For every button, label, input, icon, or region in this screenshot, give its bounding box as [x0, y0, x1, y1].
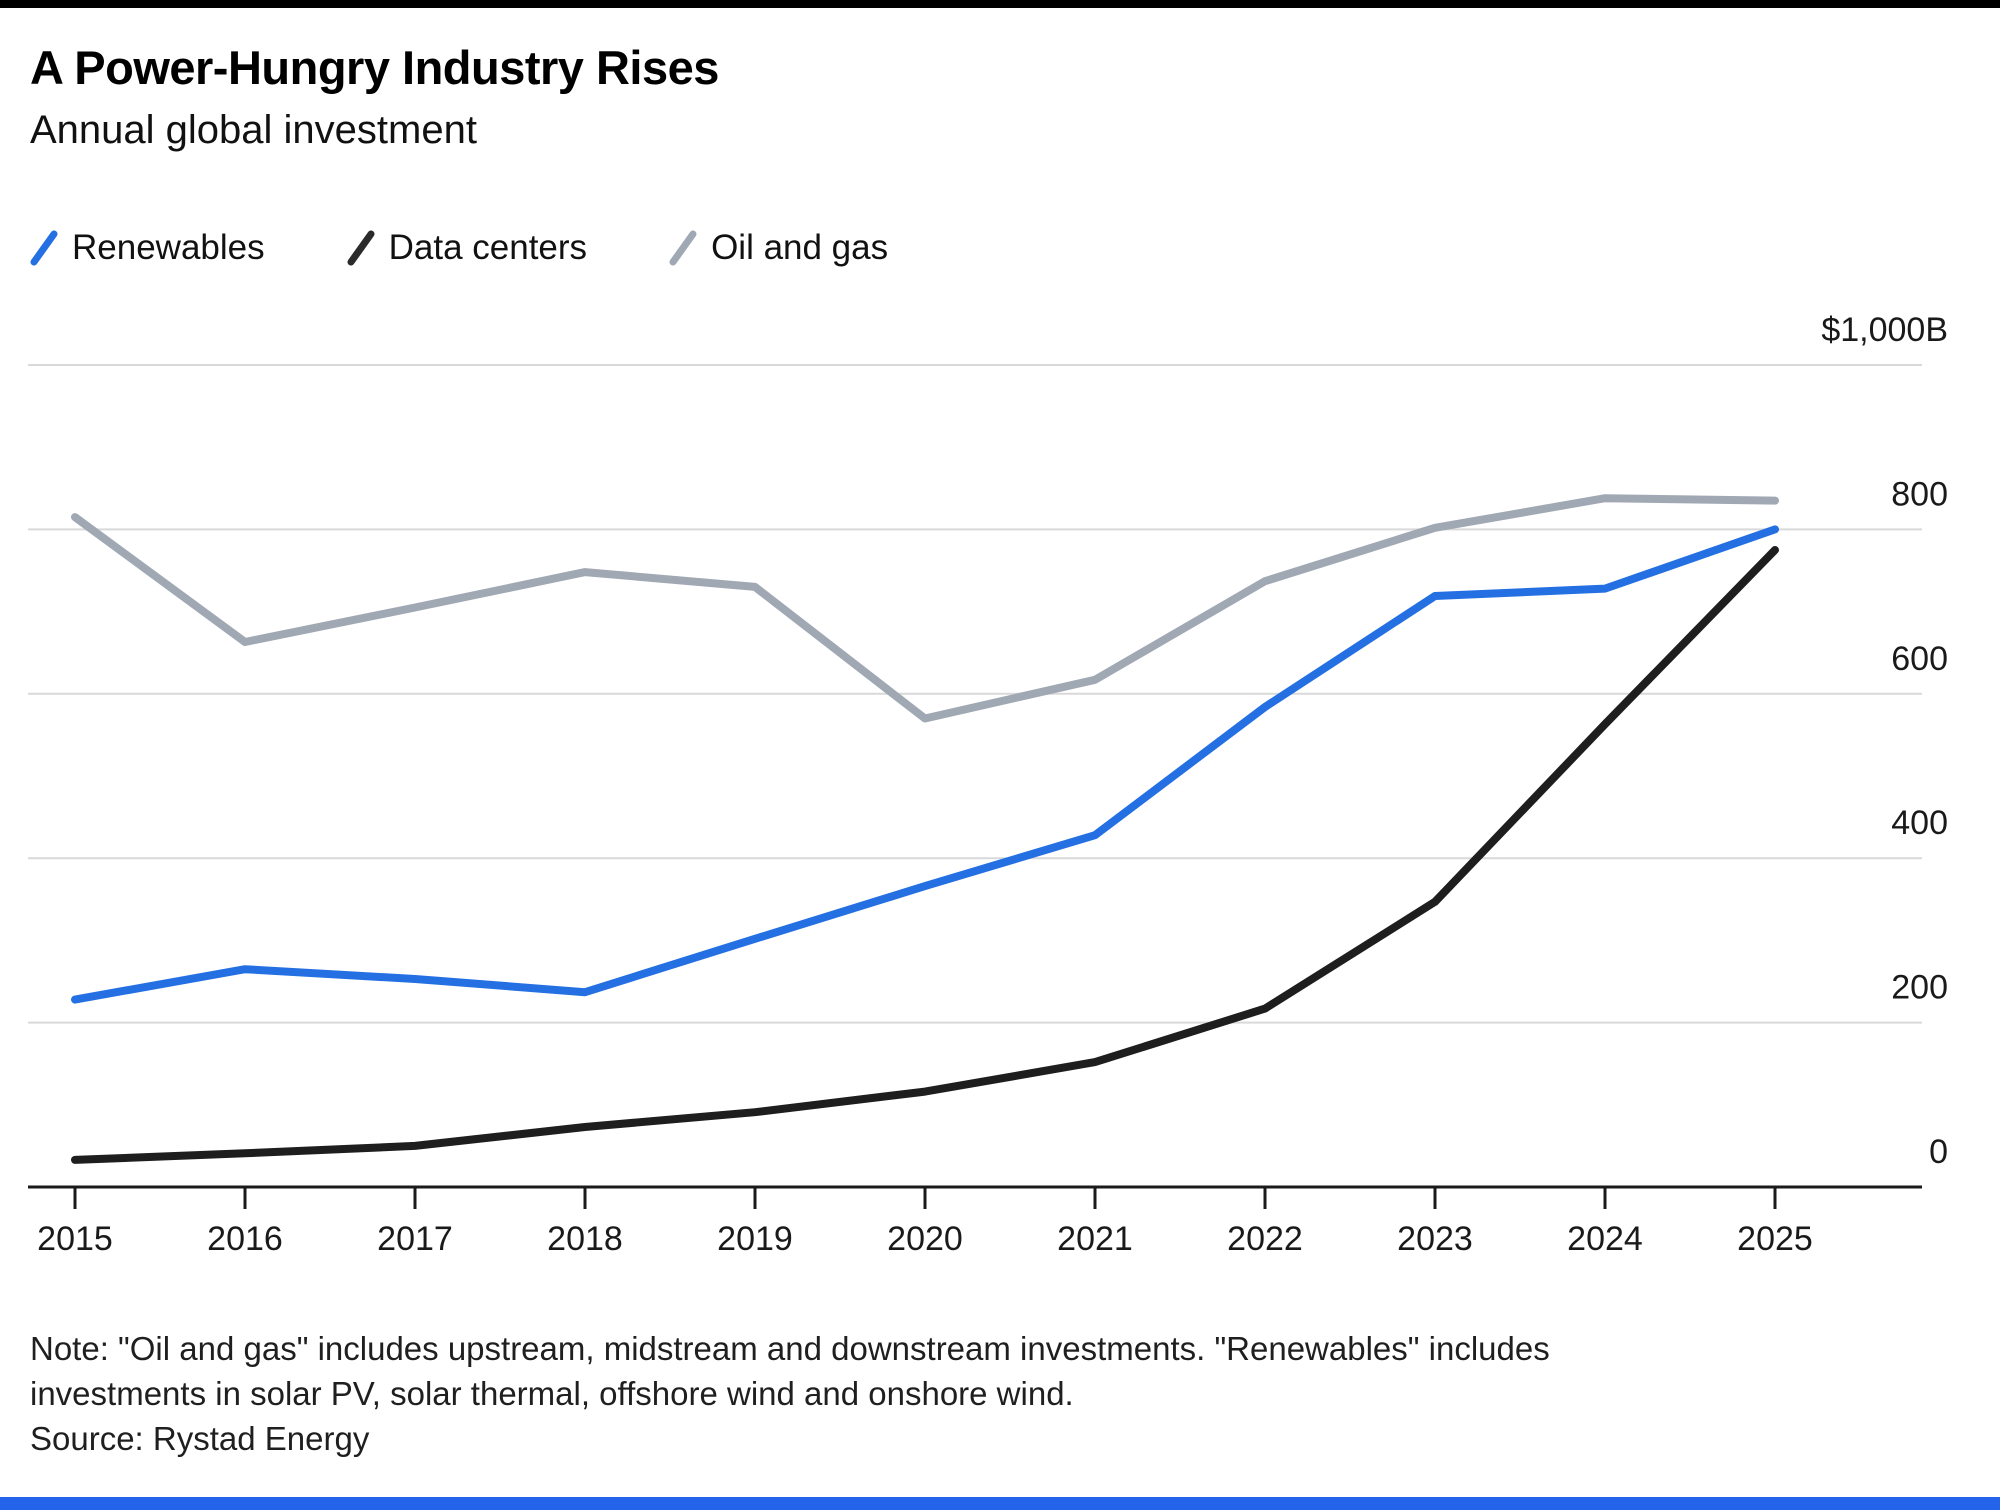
y-axis-label-400: 400 — [1891, 804, 1948, 842]
note-line-2: investments in solar PV, solar thermal, … — [30, 1375, 1074, 1412]
series-line-oil-and-gas — [71, 494, 1779, 723]
y-axis-label-600: 600 — [1891, 640, 1948, 678]
chart-footnote: Note: "Oil and gas" includes upstream, m… — [30, 1326, 1550, 1461]
y-axis-label-200: 200 — [1891, 969, 1948, 1007]
top-accent-bar — [0, 0, 2000, 8]
chart-subtitle: Annual global investment — [30, 108, 477, 152]
x-axis-label-2024: 2024 — [1567, 1220, 1643, 1258]
x-axis-label-2016: 2016 — [207, 1220, 283, 1258]
legend-item-renewables: Renewables — [30, 228, 265, 268]
x-axis-label-2023: 2023 — [1397, 1220, 1473, 1258]
chart-legend: Renewables Data centers Oil and gas — [30, 228, 888, 268]
legend-item-oil-and-gas: Oil and gas — [669, 228, 888, 268]
legend-label: Oil and gas — [711, 228, 889, 267]
x-axis-label-2020: 2020 — [887, 1220, 963, 1258]
y-axis-label-0: 0 — [1929, 1133, 1948, 1171]
series-line-data-centers — [71, 546, 1779, 1164]
x-axis-label-2021: 2021 — [1057, 1220, 1133, 1258]
x-axis-label-2015: 2015 — [37, 1220, 113, 1258]
note-line-1: Note: "Oil and gas" includes upstream, m… — [30, 1330, 1550, 1367]
y-axis-label-1000: $1,000B — [1821, 311, 1948, 349]
renewables-line-swatch-icon — [30, 230, 58, 266]
y-axis-label-800: 800 — [1891, 475, 1948, 513]
legend-item-data-centers: Data centers — [347, 228, 587, 268]
data-centers-line-swatch-icon — [347, 230, 375, 266]
legend-label: Data centers — [388, 228, 588, 267]
series-line-renewables — [71, 525, 1779, 1004]
x-axis-label-2025: 2025 — [1737, 1220, 1813, 1258]
source-line: Source: Rystad Energy — [30, 1420, 370, 1457]
x-axis-label-2018: 2018 — [547, 1220, 623, 1258]
bottom-accent-bar — [0, 1497, 2000, 1510]
chart-title: A Power-Hungry Industry Rises — [30, 41, 719, 94]
legend-label: Renewables — [72, 228, 265, 267]
oil-and-gas-line-swatch-icon — [669, 230, 697, 266]
x-axis-label-2019: 2019 — [717, 1220, 793, 1258]
x-axis-label-2017: 2017 — [377, 1220, 453, 1258]
x-axis-label-2022: 2022 — [1227, 1220, 1303, 1258]
